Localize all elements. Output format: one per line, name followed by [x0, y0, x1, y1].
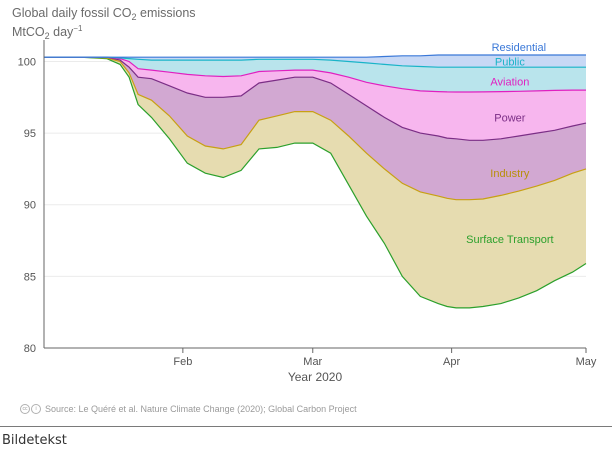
area-residential [44, 55, 586, 68]
creative-commons-icon: cc i [20, 404, 41, 414]
chart-title: Global daily fossil CO2 emissions [12, 6, 196, 22]
x-tick-label-feb: Feb [173, 356, 192, 368]
source-text: Source: Le Quéré et al. Nature Climate C… [45, 404, 357, 414]
emissions-chart: Global daily fossil CO2 emissions MtCO2 … [12, 6, 597, 384]
series-label-residential: Residential [492, 42, 546, 54]
series-label-public: Public [495, 56, 525, 68]
image-caption: Bildetekst [2, 433, 67, 448]
source-line: cc i Source: Le Quéré et al. Nature Clima… [20, 404, 357, 414]
divider [0, 426, 612, 427]
x-tick-label-mar: Mar [303, 356, 322, 368]
series-label-surface-transport: Surface Transport [466, 234, 553, 246]
line-power [44, 56, 587, 141]
series-label-industry: Industry [490, 168, 530, 180]
area-power [44, 57, 586, 200]
area-industry [44, 57, 586, 308]
area-public [44, 57, 586, 92]
line-industry [44, 56, 587, 201]
line-aviation [44, 56, 586, 93]
x-tick-label-apr: Apr [443, 356, 460, 368]
y-tick-label-80: 80 [24, 343, 36, 355]
y-tick-label-90: 90 [24, 200, 36, 212]
line-residential [44, 54, 586, 58]
series-label-power: Power [494, 112, 526, 124]
line-surface-transport [44, 56, 587, 309]
x-tick-label-may: May [576, 356, 597, 368]
area-aviation [44, 57, 586, 141]
x-axis-title: Year 2020 [288, 370, 343, 384]
y-tick-label-95: 95 [24, 128, 36, 140]
y-tick-label-85: 85 [24, 271, 36, 283]
line-public [44, 56, 586, 68]
y-axis-unit: MtCO2 day−1 [12, 24, 83, 41]
y-tick-label-100: 100 [18, 56, 36, 68]
series-label-aviation: Aviation [490, 77, 529, 89]
